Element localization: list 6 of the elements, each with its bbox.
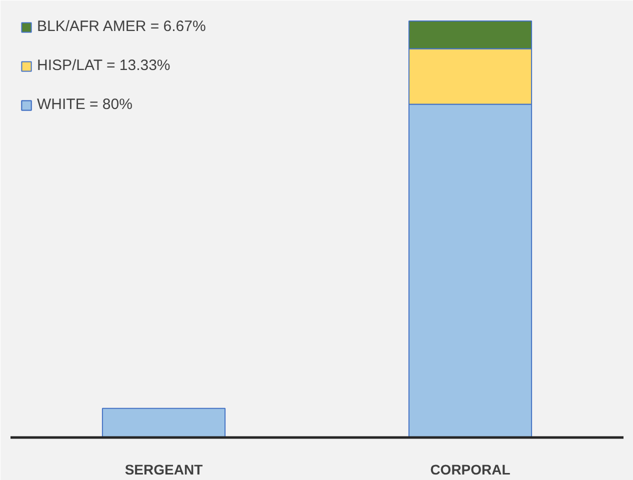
legend-label: BLK/AFR AMER = 6.67% [37,18,206,35]
legend-label: WHITE = 80% [37,96,132,113]
x-tick-label: SERGEANT [124,462,204,478]
legend-label: HISP/LAT = 13.33% [37,57,170,74]
x-tick-label: CORPORAL [430,462,511,478]
bar [102,408,226,438]
